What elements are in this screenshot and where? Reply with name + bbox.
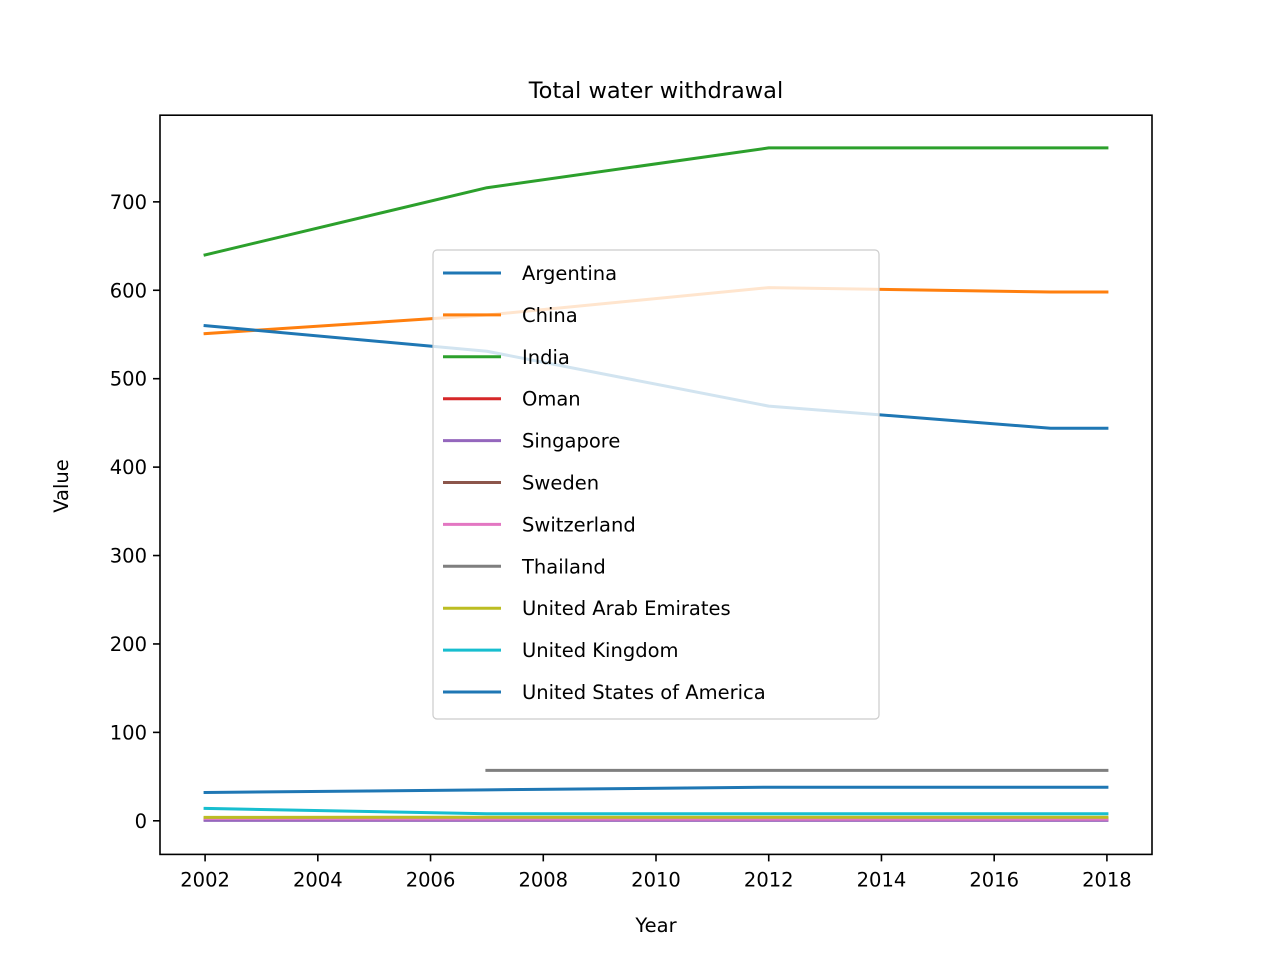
legend-label: China [522, 304, 578, 327]
y-tick-label: 600 [110, 279, 147, 302]
legend-label: Switzerland [522, 513, 636, 536]
x-tick-label: 2014 [857, 868, 907, 891]
y-tick-label: 0 [135, 810, 147, 833]
legend-label: Thailand [521, 555, 606, 578]
y-tick-label: 400 [110, 456, 147, 479]
x-tick-label: 2002 [180, 868, 230, 891]
legend-label: United Arab Emirates [522, 597, 731, 620]
legend: Argentina China India Oman Singapore Sweden Sw… [432, 249, 880, 720]
x-axis: 2002 2004 2006 2008 2010 2012 2014 2016 2018 [180, 854, 1132, 891]
series-line-0 [203, 785, 1109, 795]
series-line-2 [203, 146, 1109, 257]
y-tick-label: 300 [110, 545, 147, 568]
y-tick-label: 200 [110, 633, 147, 656]
series-line-9 [203, 806, 1109, 816]
legend-box [432, 249, 880, 720]
x-tick-label: 2010 [631, 868, 681, 891]
x-tick-label: 2004 [293, 868, 343, 891]
legend-label: India [522, 346, 570, 369]
y-tick-label: 500 [110, 368, 147, 391]
legend-label: Oman [522, 388, 581, 411]
x-tick-label: 2016 [969, 868, 1019, 891]
legend-label: Sweden [522, 472, 599, 495]
y-axis: 0 100 200 300 400 500 600 700 [110, 191, 160, 833]
y-tick-label: 100 [110, 721, 147, 744]
chart-title: Total water withdrawal [528, 78, 783, 104]
y-axis-label: Value [50, 459, 73, 513]
y-tick-label: 700 [110, 191, 147, 214]
x-tick-label: 2012 [744, 868, 794, 891]
x-tick-label: 2006 [406, 868, 456, 891]
legend-label: United Kingdom [522, 639, 679, 662]
legend-items: Argentina China India Oman Singapore Sweden Sw… [443, 262, 766, 704]
x-tick-label: 2008 [518, 868, 568, 891]
x-tick-label: 2018 [1082, 868, 1132, 891]
legend-label: United States of America [522, 681, 766, 704]
series-line-6 [203, 816, 1109, 821]
x-axis-label: Year [634, 914, 677, 937]
legend-label: Argentina [522, 262, 617, 285]
plot-lines [203, 146, 1109, 822]
legend-label: Singapore [522, 430, 620, 453]
